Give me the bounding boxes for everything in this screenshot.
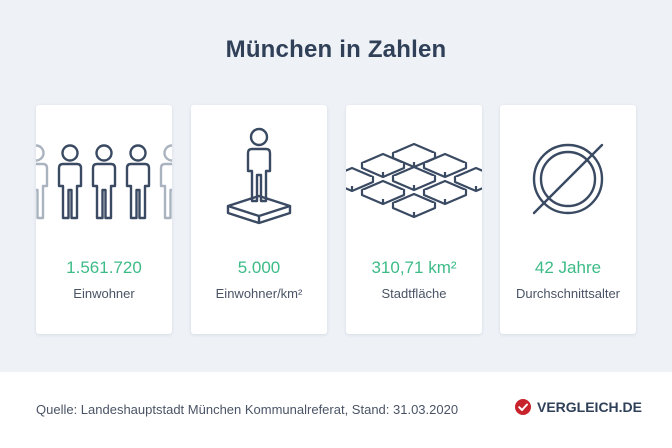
- stat-value: 42 Jahre: [534, 258, 602, 277]
- stat-card-density: 5.000 Einwohner/km²: [191, 105, 327, 334]
- stat-card-average-age: 42 Jahre Durchschnittsalter: [500, 105, 636, 334]
- stat-label: Einwohner: [73, 286, 135, 301]
- checkmark-badge-icon: [514, 399, 531, 415]
- source-text: Quelle: Landeshauptstadt München Kommuna…: [36, 402, 459, 417]
- stat-card-population: 1.561.720 Einwohner: [36, 105, 172, 334]
- stat-value: 310,71 km²: [371, 258, 457, 277]
- average-icon: [532, 143, 604, 215]
- density-icon: [226, 127, 292, 225]
- brand-name: VERGLEICH.DE: [536, 399, 642, 415]
- stat-value: 1.561.720: [66, 258, 142, 277]
- brand-logo: VERGLEICH.DE: [514, 399, 642, 415]
- footer: Quelle: Landeshauptstadt München Kommuna…: [0, 372, 672, 448]
- stat-card-area: 310,71 km² Stadtfläche: [346, 105, 482, 334]
- stat-value: 5.000: [237, 258, 281, 277]
- page-title: München in Zahlen: [225, 36, 447, 63]
- stat-label: Durchschnittsalter: [515, 286, 621, 301]
- stat-label: Stadtfläche: [381, 286, 447, 301]
- stat-label: Einwohner/km²: [215, 286, 303, 301]
